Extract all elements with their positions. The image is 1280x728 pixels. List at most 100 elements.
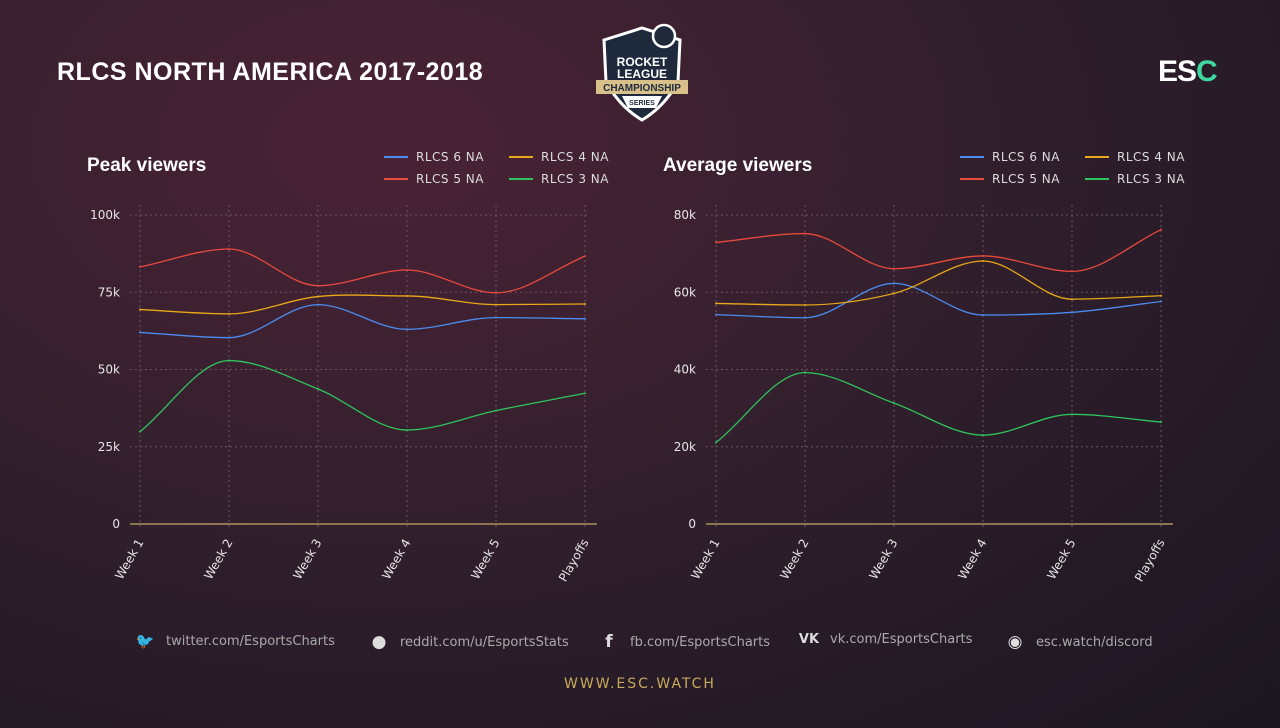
legend-item[interactable]: RLCS 5 NA bbox=[960, 172, 1085, 186]
data-point bbox=[228, 359, 230, 362]
data-point bbox=[228, 336, 230, 339]
legend-label: RLCS 6 NA bbox=[416, 150, 484, 164]
series-line-rlcs-5-na bbox=[715, 229, 1162, 273]
esc-logo: ESC bbox=[1158, 55, 1218, 88]
data-point bbox=[1071, 270, 1073, 273]
legend-label: RLCS 3 NA bbox=[1117, 172, 1185, 186]
y-tick-label: 80k bbox=[674, 208, 696, 222]
data-point bbox=[1160, 300, 1162, 303]
y-tick-label: 75k bbox=[98, 285, 120, 299]
series-line-rlcs-3-na bbox=[139, 359, 586, 433]
vk-link[interactable]: VK vk.com/EsportsCharts bbox=[798, 632, 973, 647]
series-line-rlcs-4-na bbox=[715, 260, 1162, 306]
data-point bbox=[584, 255, 586, 258]
data-point bbox=[982, 254, 984, 257]
x-tick-label: Week 4 bbox=[379, 537, 413, 582]
data-point bbox=[317, 387, 319, 390]
legend-swatch bbox=[960, 156, 984, 158]
discord-icon: ◉ bbox=[1007, 632, 1023, 652]
average-viewers-chart: Average viewers RLCS 6 NA RLCS 4 NA RLCS 5 … bbox=[656, 140, 1216, 610]
legend-label: RLCS 4 NA bbox=[541, 150, 609, 164]
data-point bbox=[406, 429, 408, 432]
twitter-link[interactable]: 🐦 twitter.com/EsportsCharts bbox=[135, 632, 335, 650]
data-point bbox=[317, 295, 319, 298]
data-point bbox=[495, 291, 497, 294]
data-point bbox=[228, 247, 230, 250]
x-tick-label: Week 1 bbox=[688, 537, 722, 582]
svg-text:CHAMPIONSHIP: CHAMPIONSHIP bbox=[603, 83, 681, 94]
legend-swatch bbox=[509, 178, 533, 180]
data-point bbox=[804, 303, 806, 306]
legend-label: RLCS 5 NA bbox=[416, 172, 484, 186]
legend-swatch bbox=[1085, 178, 1109, 180]
legend-swatch bbox=[1085, 156, 1109, 158]
data-point bbox=[1160, 228, 1162, 231]
legend-item[interactable]: RLCS 4 NA bbox=[1085, 150, 1195, 164]
x-tick-label: Week 1 bbox=[112, 537, 146, 582]
data-point bbox=[495, 316, 497, 319]
reddit-link[interactable]: ● reddit.com/u/EsportsStats bbox=[368, 632, 569, 652]
legend-item[interactable]: RLCS 5 NA bbox=[384, 172, 509, 186]
x-tick-label: Playoffs bbox=[556, 537, 592, 585]
x-tick-label: Week 3 bbox=[866, 537, 900, 582]
legend-item[interactable]: RLCS 3 NA bbox=[1085, 172, 1195, 186]
y-tick-label: 0 bbox=[688, 517, 696, 531]
data-point bbox=[1071, 298, 1073, 301]
facebook-icon: f bbox=[605, 632, 613, 652]
data-point bbox=[139, 308, 141, 311]
svg-text:ROCKET: ROCKET bbox=[617, 55, 668, 69]
series-line-rlcs-6-na bbox=[715, 282, 1162, 319]
website-link[interactable]: WWW.ESC.WATCH bbox=[564, 676, 716, 692]
legend-item[interactable]: RLCS 3 NA bbox=[509, 172, 619, 186]
data-point bbox=[982, 434, 984, 437]
data-point bbox=[1071, 311, 1073, 314]
data-point bbox=[495, 409, 497, 412]
data-point bbox=[406, 328, 408, 331]
y-tick-label: 20k bbox=[674, 440, 696, 454]
rlcs-logo: ROCKET LEAGUE CHAMPIONSHIP SERIES bbox=[594, 22, 690, 126]
series-line-rlcs-3-na bbox=[715, 371, 1162, 444]
chart-legend: RLCS 6 NA RLCS 4 NA RLCS 5 NA RLCS 3 NA bbox=[384, 150, 619, 186]
y-tick-label: 40k bbox=[674, 363, 696, 377]
data-point bbox=[982, 259, 984, 262]
data-point bbox=[1160, 294, 1162, 297]
discord-link[interactable]: ◉ esc.watch/discord bbox=[1004, 632, 1153, 652]
series-line-rlcs-6-na bbox=[139, 303, 586, 339]
reddit-icon: ● bbox=[371, 632, 387, 652]
data-point bbox=[139, 430, 141, 433]
legend-label: RLCS 4 NA bbox=[1117, 150, 1185, 164]
y-tick-label: 25k bbox=[98, 440, 120, 454]
series-line-rlcs-5-na bbox=[139, 248, 586, 294]
data-point bbox=[139, 331, 141, 334]
x-tick-label: Week 5 bbox=[468, 537, 502, 582]
legend-item[interactable]: RLCS 6 NA bbox=[960, 150, 1085, 164]
y-tick-label: 50k bbox=[98, 363, 120, 377]
data-point bbox=[1071, 413, 1073, 416]
series-line-rlcs-4-na bbox=[139, 294, 586, 315]
data-point bbox=[715, 313, 717, 316]
data-point bbox=[982, 314, 984, 317]
legend-swatch bbox=[960, 178, 984, 180]
data-point bbox=[584, 317, 586, 320]
facebook-link[interactable]: f fb.com/EsportsCharts bbox=[598, 632, 770, 652]
peak-viewers-chart: Peak viewers RLCS 6 NA RLCS 4 NA RLCS 5 NA R… bbox=[80, 140, 640, 610]
data-point bbox=[893, 292, 895, 295]
x-tick-label: Week 2 bbox=[777, 537, 811, 582]
data-point bbox=[804, 232, 806, 235]
legend-item[interactable]: RLCS 6 NA bbox=[384, 150, 509, 164]
x-tick-label: Playoffs bbox=[1132, 537, 1168, 585]
x-tick-label: Week 5 bbox=[1044, 537, 1078, 582]
data-point bbox=[715, 441, 717, 444]
legend-swatch bbox=[384, 178, 408, 180]
data-point bbox=[804, 371, 806, 374]
legend-label: RLCS 5 NA bbox=[992, 172, 1060, 186]
data-point bbox=[584, 302, 586, 305]
chart-legend: RLCS 6 NA RLCS 4 NA RLCS 5 NA RLCS 3 NA bbox=[960, 150, 1195, 186]
data-point bbox=[406, 269, 408, 272]
data-point bbox=[139, 265, 141, 268]
legend-item[interactable]: RLCS 4 NA bbox=[509, 150, 619, 164]
chart-title: Average viewers bbox=[663, 155, 813, 176]
page-title: RLCS NORTH AMERICA 2017-2018 bbox=[57, 58, 484, 86]
data-point bbox=[893, 402, 895, 405]
data-point bbox=[893, 267, 895, 270]
